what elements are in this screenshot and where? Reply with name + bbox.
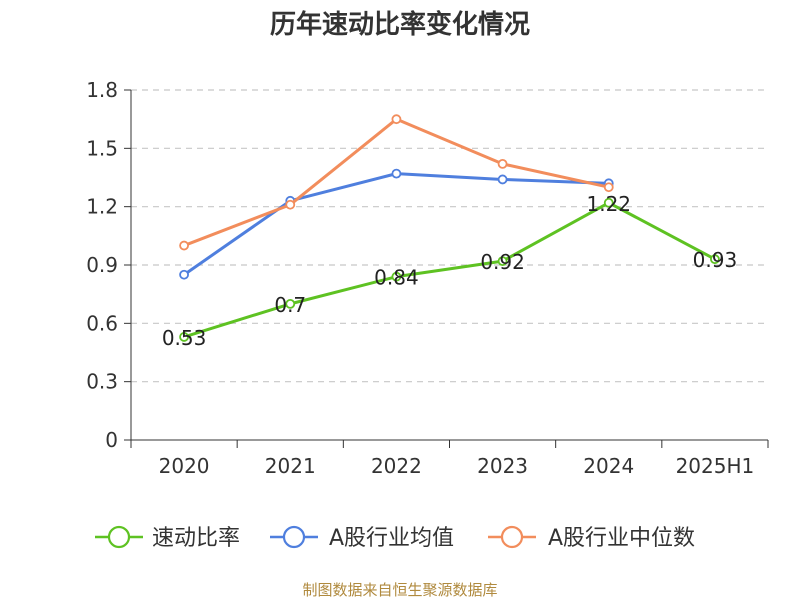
- data-point[interactable]: [497, 174, 508, 185]
- x-tick-label: 2023: [477, 454, 528, 478]
- y-tick-label: 0.9: [86, 253, 118, 277]
- chart-title: 历年速动比率变化情况: [270, 9, 530, 40]
- legend-marker[interactable]: [282, 525, 306, 549]
- data-point[interactable]: [179, 240, 189, 251]
- legend-marker[interactable]: [500, 525, 524, 549]
- x-tick-label: 2020: [159, 454, 210, 478]
- data-point[interactable]: [710, 254, 720, 265]
- data-point[interactable]: [391, 168, 402, 179]
- data-point[interactable]: [179, 269, 189, 280]
- x-tick-label: 2025H1: [676, 454, 755, 478]
- data-label: 1.22: [586, 192, 631, 216]
- series-line-1: [183, 172, 609, 276]
- data-point[interactable]: [391, 114, 402, 125]
- legend-label[interactable]: A股行业均值: [329, 526, 454, 551]
- data-point[interactable]: [497, 256, 508, 267]
- y-tick-label: 0.6: [86, 311, 118, 335]
- source-note: 制图数据来自恒生聚源数据库: [302, 581, 497, 599]
- data-point[interactable]: [285, 199, 296, 210]
- y-tick-label: 1.8: [86, 78, 118, 102]
- series-line-0: [183, 201, 716, 339]
- y-tick-label: 1.2: [86, 195, 118, 219]
- x-tick-label: 2024: [583, 454, 634, 478]
- data-label: 0.53: [162, 326, 207, 350]
- data-label: 0.92: [480, 250, 525, 274]
- data-point[interactable]: [285, 298, 296, 309]
- y-tick-label: 0.3: [86, 370, 118, 394]
- data-label: 0.93: [693, 248, 738, 272]
- y-tick-label: 1.5: [86, 136, 118, 160]
- data-label: 0.84: [374, 266, 419, 290]
- data-label: 0.7: [274, 293, 306, 317]
- gridlines: [131, 89, 768, 383]
- series-layer: [179, 114, 720, 342]
- data-point[interactable]: [391, 271, 402, 282]
- data-point[interactable]: [497, 158, 508, 169]
- y-tick-label: 0: [105, 428, 118, 452]
- legend-marker[interactable]: [107, 525, 131, 549]
- data-labels: 0.53 0.7 0.84 0.92 1.22 0.93: [162, 192, 737, 350]
- data-point[interactable]: [603, 182, 614, 193]
- legend-label[interactable]: 速动比率: [152, 526, 240, 551]
- x-tick-label: 2021: [265, 454, 316, 478]
- data-point[interactable]: [603, 197, 614, 208]
- axes: 0 0.3 0.6 0.9 1.2 1.5 1.8 2020 2021 2022 2023 2024 2…: [86, 78, 769, 478]
- legend[interactable]: 速动比率 A股行业均值 A股行业中位数: [95, 525, 695, 551]
- legend-label[interactable]: A股行业中位数: [548, 526, 695, 551]
- data-point[interactable]: [179, 332, 189, 342]
- x-tick-label: 2022: [371, 454, 422, 478]
